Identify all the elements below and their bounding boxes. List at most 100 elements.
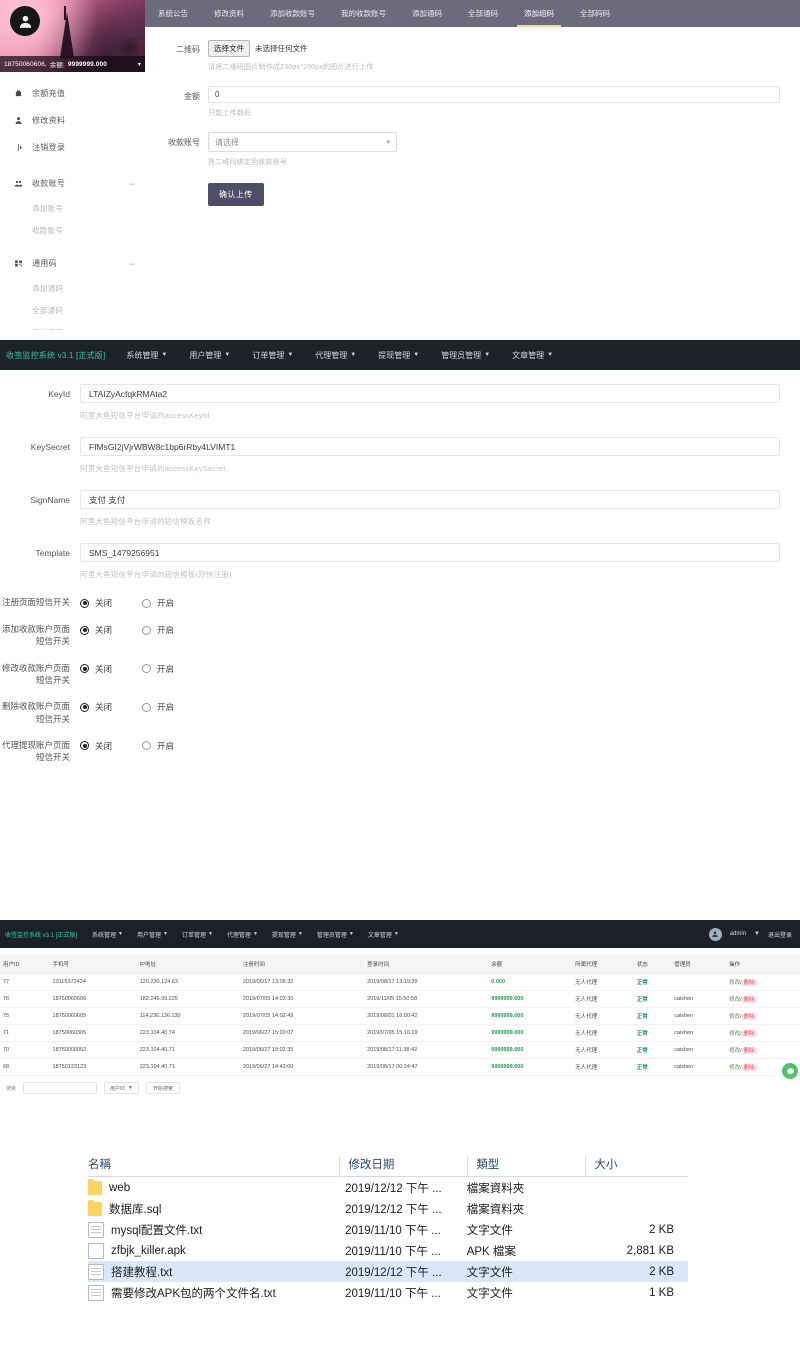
account-select[interactable]: 请选择 ▾ (208, 132, 397, 152)
separator: / (740, 1014, 742, 1020)
delete-link[interactable]: 删除 (741, 1031, 757, 1037)
topnav-item-my-accounts[interactable]: 我的收款账号 (341, 9, 386, 18)
file-picker[interactable]: 选择文件 未选择任何文件 (208, 39, 780, 57)
folder-icon (88, 1199, 102, 1216)
topnav-item-add-group-code[interactable]: 添加组码 (511, 0, 567, 27)
radio-on[interactable]: 开启 (142, 663, 174, 675)
radio-on[interactable]: 开启 (142, 701, 174, 713)
col-size[interactable]: 大小 (585, 1156, 688, 1176)
confirm-upload-button[interactable]: 确认上传 (208, 183, 264, 206)
nav-user-management[interactable]: 用户管理 ▼ (130, 930, 175, 939)
nav-withdraw-management[interactable]: 提现管理 ▼ (367, 350, 430, 361)
search-field-select[interactable]: 用户ID ▼ (104, 1082, 139, 1094)
file-row[interactable]: web 2019/12/12 下午 ... 檔案資料夾 (88, 1177, 688, 1198)
topnav-item-add-code[interactable]: 添加通码 (412, 9, 442, 18)
nav-agent-management[interactable]: 代理管理 ▼ (220, 930, 265, 939)
cell-balance: 0.000 (488, 973, 573, 991)
col-login-time: 登录时间 (364, 955, 489, 974)
edit-link[interactable]: 修改 (729, 980, 741, 986)
sidebar-subitem-add-account[interactable]: 添加账号 (32, 203, 64, 213)
balance-value: 9999999.000 (67, 60, 107, 68)
delete-link[interactable]: 删除 (741, 980, 757, 986)
file-row-selected[interactable]: 搭建教程.txt 2019/12/12 下午 ... 文字文件 2 KB (88, 1261, 688, 1282)
radio-off[interactable]: 关闭 (80, 701, 112, 713)
edit-link[interactable]: 修改 (729, 1014, 741, 1020)
keysecret-input[interactable]: FfMsGI2jVjrWBW8c1bp6rRby4LVIMT1 (80, 437, 780, 456)
cell-agent: 无人代理 (572, 1041, 634, 1059)
col-modified-date[interactable]: 修改日期 (339, 1156, 467, 1176)
nav-user-management[interactable]: 用户管理 ▼ (178, 350, 241, 361)
nav-order-management[interactable]: 订单管理 ▼ (241, 350, 304, 361)
search-button[interactable]: 开始搜索 (145, 1082, 180, 1094)
sidebar-subitem-all-codes[interactable]: 全部通码 (32, 305, 64, 315)
sidebar-subitem-payment-accounts[interactable]: 收款账号 (32, 225, 64, 235)
radio-on[interactable]: 开启 (142, 597, 174, 609)
chat-bubble-icon[interactable] (782, 1063, 798, 1079)
avatar[interactable] (10, 6, 40, 36)
logout-link[interactable]: 退出登录 (767, 932, 792, 939)
nav-system-management[interactable]: 系统管理 ▼ (85, 930, 130, 939)
file-date: 2019/11/10 下午 ... (345, 1245, 441, 1258)
sidebar-group-payment-accounts[interactable]: 收款账号 − (0, 170, 145, 197)
edit-link[interactable]: 修改 (729, 1048, 741, 1054)
radio-off[interactable]: 关闭 (80, 740, 112, 752)
sidebar-item-logout[interactable]: 注销登录 (0, 134, 145, 161)
sidebar-item-profile[interactable]: 修改资料 (0, 107, 145, 134)
file-row[interactable]: 需要修改APK包的两个文件名.txt 2019/11/10 下午 ... 文字文… (88, 1282, 688, 1303)
nav-article-management[interactable]: 文章管理 ▼ (501, 350, 564, 361)
radio-label: 开启 (157, 702, 175, 713)
radio-on[interactable]: 开启 (142, 624, 174, 636)
nav-admin-management[interactable]: 管理员管理 ▼ (430, 350, 501, 361)
file-row[interactable]: mysql配置文件.txt 2019/11/10 下午 ... 文字文件 2 K… (88, 1219, 688, 1240)
cell-phone: 18750060305 (49, 1024, 137, 1042)
collapse-icon[interactable]: − (129, 178, 135, 189)
nav-system-management[interactable]: 系统管理 ▼ (115, 350, 178, 361)
topnav-item-edit-profile[interactable]: 修改资料 (214, 9, 244, 18)
search-input[interactable] (23, 1082, 98, 1094)
chevron-down-icon: ▼ (224, 352, 231, 358)
file-row[interactable]: zfbjk_killer.apk 2019/11/10 下午 ... APK 檔… (88, 1240, 688, 1261)
topnav-item-all-codes[interactable]: 全部通码 (468, 9, 498, 18)
radio-off[interactable]: 关闭 (80, 624, 112, 636)
keyid-input[interactable]: LTAIZyAcfqkRMAta2 (80, 384, 780, 403)
sidebar-group-universal-code[interactable]: 通用码 − (0, 250, 145, 277)
file-status-text: 未选择任何文件 (255, 43, 308, 53)
choose-file-button[interactable]: 选择文件 (208, 39, 250, 57)
col-type[interactable]: 類型 (467, 1156, 585, 1176)
topnav-item-add-account[interactable]: 添加收款账号 (270, 9, 315, 18)
sidebar-subitem-add-project[interactable]: 添加项目 (0, 321, 145, 331)
radio-off[interactable]: 关闭 (80, 663, 112, 675)
account-name[interactable]: admin (729, 931, 747, 937)
sidebar-item-recharge[interactable]: 余额充值 (0, 80, 145, 107)
amount-input[interactable]: 0 (208, 86, 780, 103)
topnav-item-all-group-codes[interactable]: 全部码码 (580, 9, 610, 18)
file-row[interactable]: 数据库.sql 2019/12/12 下午 ... 檔案資料夾 (88, 1198, 688, 1219)
topnav-item-announcement[interactable]: 系统公告 (158, 9, 188, 18)
user-table: 用户ID 手机号 IP地址 注册时间 登录时间 余额 所属代理 状态 管理员 操… (0, 955, 800, 1076)
col-name[interactable]: 名稱 (88, 1159, 111, 1171)
edit-link[interactable]: 修改 (729, 1031, 741, 1037)
delete-link[interactable]: 删除 (741, 1065, 757, 1071)
delete-link[interactable]: 删除 (741, 1048, 757, 1054)
delete-link[interactable]: 删除 (741, 1014, 757, 1020)
sidebar-subitem-add-code[interactable]: 添加通码 (32, 283, 64, 293)
edit-link[interactable]: 修改 (729, 1065, 741, 1071)
nav-withdraw-management[interactable]: 提现管理 ▼ (265, 930, 310, 939)
chevron-down-icon[interactable]: ▼ (754, 931, 760, 937)
chevron-down-icon[interactable]: ▾ (137, 61, 141, 68)
edit-link[interactable]: 修改 (729, 997, 741, 1003)
radio-on[interactable]: 开启 (142, 740, 174, 752)
nav-admin-management[interactable]: 管理员管理 ▼ (310, 930, 361, 939)
signname-input[interactable]: 支付 支付 (80, 490, 780, 509)
avatar[interactable] (708, 927, 722, 941)
nav-article-management[interactable]: 文章管理 ▼ (361, 930, 406, 939)
template-input[interactable]: SMS_1479256951 (80, 543, 780, 562)
text-file-icon (88, 1221, 104, 1238)
nav-order-management[interactable]: 订单管理 ▼ (175, 930, 220, 939)
switch-row-add-account-sms: 添加收款账户页面短信开关 关闭 开启 (0, 623, 800, 648)
collapse-icon[interactable]: − (129, 258, 135, 269)
nav-agent-management[interactable]: 代理管理 ▼ (304, 350, 367, 361)
radio-off[interactable]: 关闭 (80, 597, 112, 609)
delete-link[interactable]: 删除 (741, 997, 757, 1003)
col-agent: 所属代理 (572, 955, 634, 974)
